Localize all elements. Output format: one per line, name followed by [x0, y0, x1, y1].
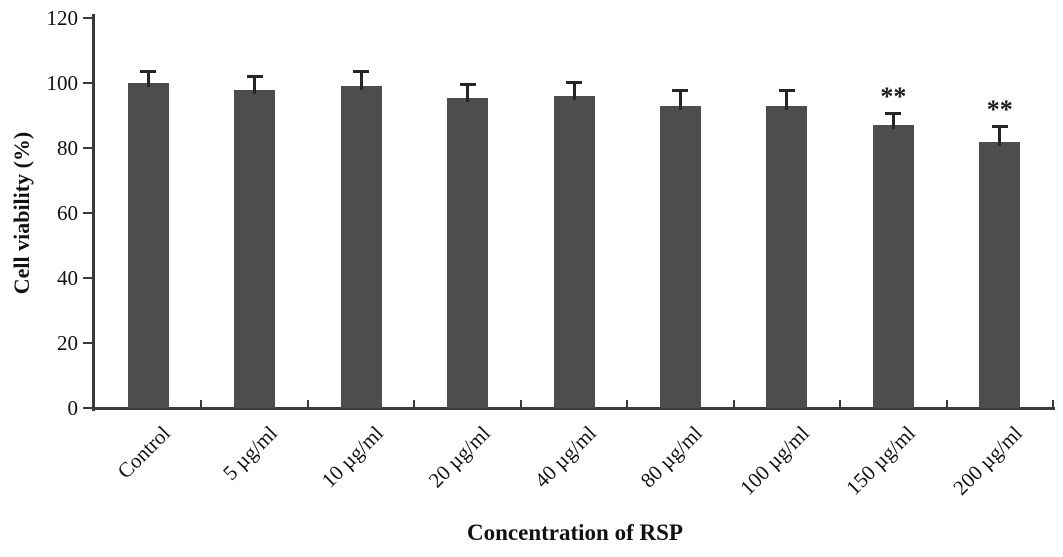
x-axis-title: Concentration of RSP	[467, 520, 683, 545]
bar	[447, 97, 489, 408]
error-bar-cap	[353, 69, 370, 73]
significance-marker: **	[880, 81, 907, 111]
error-bar-whisker	[253, 76, 257, 94]
error-bar-cap	[246, 74, 263, 78]
error-bar-cap	[459, 82, 476, 86]
x-axis-line	[92, 407, 1055, 410]
error-bar-whisker	[146, 71, 150, 87]
bar	[553, 96, 595, 408]
error-bar-cap	[778, 89, 795, 93]
bar	[340, 86, 382, 408]
error-bar-whisker	[678, 91, 682, 110]
x-axis-tick	[945, 400, 948, 409]
x-axis-tick	[306, 400, 309, 409]
bar	[659, 105, 701, 408]
x-axis-tick	[1052, 400, 1054, 409]
y-tick-label: 0	[67, 396, 79, 420]
y-axis-tick	[83, 277, 93, 279]
bar	[766, 105, 808, 408]
error-bar-cap	[140, 69, 157, 73]
y-tick-label: 100	[46, 71, 79, 95]
error-bar-cap	[566, 81, 582, 84]
x-axis-tick	[200, 400, 203, 409]
bar	[979, 141, 1021, 408]
error-bar-whisker	[359, 71, 363, 91]
y-axis-tick	[83, 17, 93, 19]
x-axis-tick	[519, 400, 522, 409]
x-axis-tick	[413, 400, 416, 409]
error-bar-cap	[672, 89, 689, 93]
error-bar-whisker	[891, 113, 895, 130]
error-bar-whisker	[785, 91, 789, 110]
x-axis-tick	[839, 400, 842, 409]
x-axis-tick	[626, 400, 629, 409]
error-bar-cap	[991, 124, 1008, 128]
y-tick-label: 60	[57, 201, 78, 225]
significance-marker: **	[986, 94, 1013, 124]
y-axis-tick	[83, 212, 93, 214]
y-axis-tick	[83, 342, 93, 344]
error-bar-whisker	[998, 126, 1002, 146]
y-axis-line	[92, 14, 95, 411]
y-axis-tick	[83, 147, 93, 149]
bar	[127, 83, 169, 408]
y-tick-label: 120	[46, 6, 79, 30]
error-bar-whisker	[572, 83, 576, 100]
y-tick-label: 40	[57, 266, 78, 290]
bar	[872, 125, 914, 408]
bar	[234, 89, 276, 408]
y-axis-tick	[83, 407, 93, 409]
y-tick-label: 20	[57, 331, 78, 355]
x-axis-tick	[732, 400, 735, 409]
error-bar-whisker	[466, 84, 470, 102]
y-tick-label: 80	[57, 136, 78, 160]
y-axis-tick	[83, 82, 93, 84]
error-bar-cap	[885, 111, 902, 115]
